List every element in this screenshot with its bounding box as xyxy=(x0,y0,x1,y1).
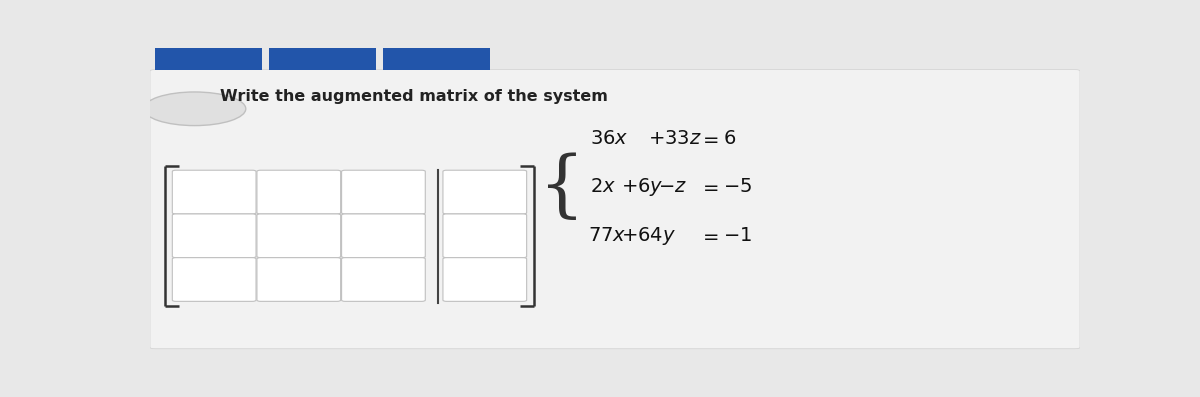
Text: $36x$: $36x$ xyxy=(590,130,629,148)
Text: $2x$: $2x$ xyxy=(590,178,616,196)
FancyBboxPatch shape xyxy=(443,258,527,301)
FancyBboxPatch shape xyxy=(342,170,425,214)
Text: $=$: $=$ xyxy=(698,227,719,245)
Text: $-z$: $-z$ xyxy=(658,178,686,196)
FancyBboxPatch shape xyxy=(342,258,425,301)
FancyBboxPatch shape xyxy=(173,214,256,258)
Bar xyxy=(384,48,491,69)
FancyBboxPatch shape xyxy=(257,214,341,258)
Text: $+6y$: $+6y$ xyxy=(620,176,664,198)
Text: $77x$: $77x$ xyxy=(588,227,626,245)
FancyBboxPatch shape xyxy=(173,170,256,214)
FancyBboxPatch shape xyxy=(443,170,527,214)
FancyBboxPatch shape xyxy=(257,258,341,301)
Circle shape xyxy=(144,92,246,125)
Text: $=$: $=$ xyxy=(698,178,719,196)
Text: Write the augmented matrix of the system: Write the augmented matrix of the system xyxy=(220,89,607,104)
Text: $6$: $6$ xyxy=(722,130,736,148)
Bar xyxy=(269,48,376,69)
FancyBboxPatch shape xyxy=(342,214,425,258)
FancyBboxPatch shape xyxy=(443,214,527,258)
FancyBboxPatch shape xyxy=(257,170,341,214)
FancyBboxPatch shape xyxy=(150,69,1080,349)
FancyBboxPatch shape xyxy=(173,258,256,301)
Text: $+64y$: $+64y$ xyxy=(620,225,676,247)
Bar xyxy=(155,48,262,69)
Text: $-1$: $-1$ xyxy=(722,227,752,245)
Text: $-5$: $-5$ xyxy=(722,178,752,196)
Text: $=$: $=$ xyxy=(698,130,719,148)
Text: $+33z$: $+33z$ xyxy=(648,130,702,148)
Text: {: { xyxy=(539,152,586,223)
